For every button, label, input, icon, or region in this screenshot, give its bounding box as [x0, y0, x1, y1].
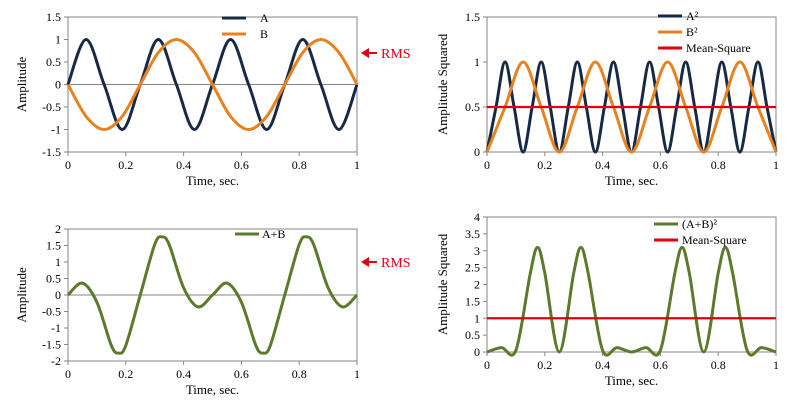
chart-1-legend-label-1: B²: [686, 25, 698, 39]
chart-0-rms-arrow-icon: [361, 48, 369, 58]
chart-3-y-axis-title: Amplitude Squared: [435, 233, 450, 335]
chart-0-y-tick-label: 0.5: [46, 55, 61, 69]
chart-0-y-tick-label: 1.5: [46, 10, 61, 24]
chart-3-x-tick-label: 0.2: [537, 358, 552, 372]
chart-amplitude-sum: -2 -1.5 -1 -0.5 0 0.5 1 1.5 2 0 0.2 0.4 0.6 0.8 1 Time,…: [14, 222, 411, 397]
chart-0-x-tick-label: 0.8: [292, 158, 307, 172]
chart-2-x-tick-label: 0.2: [118, 367, 133, 381]
chart-1-y-tick-label: 0: [474, 145, 480, 159]
chart-3-legend-label-0: (A+B)²: [682, 217, 717, 231]
chart-3-y-tick-label: 3: [474, 244, 480, 258]
chart-2-x-tick-label: 0: [65, 367, 71, 381]
chart-1-plot-frame: [486, 16, 777, 153]
chart-2-x-axis-title: Time, sec.: [186, 382, 239, 397]
chart-amplitude-a-b: -1.5 -1 -0.5 0 0.5 1 1.5 0 0.2 0.4 0.6 0.8 1 Time, se…: [14, 10, 411, 188]
chart-1-x-tick-label: 0.6: [653, 158, 668, 172]
chart-2-rms-arrow-icon: [361, 257, 369, 267]
chart-2-series-line-0: [66, 235, 359, 355]
chart-0-y-tick-label: -0.5: [42, 100, 61, 114]
chart-0-x-tick-label: 0: [65, 158, 71, 172]
chart-1-x-tick-label: 0: [484, 158, 490, 172]
chart-2-y-tick-label: -1.5: [42, 338, 61, 352]
chart-2-y-tick-label: 0: [55, 288, 61, 302]
chart-0-legend-label-0: A: [260, 11, 269, 25]
chart-0-y-axis-title: Amplitude: [14, 56, 29, 112]
chart-1-x-tick-label: 0.8: [711, 158, 726, 172]
chart-3-x-tick-label: 0: [484, 358, 490, 372]
chart-2-x-tick-label: 0.8: [292, 367, 307, 381]
chart-1-legend-label-2: Mean-Square: [686, 41, 751, 55]
chart-2-y-tick-label: 0.5: [46, 272, 61, 286]
chart-2-y-tick-label: -0.5: [42, 305, 61, 319]
chart-3-y-tick-label: 1: [474, 311, 480, 325]
chart-1-series-line-1: [485, 60, 778, 154]
chart-0-x-tick-label: 1: [354, 158, 360, 172]
chart-0-x-axis-title: Time, sec.: [186, 173, 239, 188]
chart-3-y-tick-label: 2: [474, 278, 480, 292]
chart-1-y-tick-label: 1: [474, 55, 480, 69]
chart-2-y-axis-title: Amplitude: [14, 267, 29, 323]
chart-amplitude-squared-sum: 0 0.5 1 1.5 2 2.5 3 3.5 4 0 0.2 0.4 0.6 0.8 1 Time, sec…: [435, 210, 779, 388]
chart-1-legend-label-0: A²: [686, 9, 699, 23]
chart-2-x-tick-label: 0.6: [234, 367, 249, 381]
chart-2-x-tick-label: 1: [354, 367, 360, 381]
chart-0-series-line-1: [66, 38, 359, 131]
chart-3-y-tick-label: 3.5: [465, 227, 480, 241]
chart-3-y-tick-label: 4: [474, 210, 480, 224]
chart-3-x-tick-label: 1: [773, 358, 779, 372]
chart-1-y-tick-label: 0.5: [465, 100, 480, 114]
chart-3-x-axis-title: Time, sec.: [605, 373, 658, 388]
chart-3-x-tick-label: 0.6: [653, 358, 668, 372]
chart-3-x-tick-label: 0.4: [595, 358, 610, 372]
chart-1-x-axis-title: Time, sec.: [605, 173, 658, 188]
chart-3-legend-label-1: Mean-Square: [682, 233, 747, 247]
chart-0-y-tick-label: -1.5: [42, 145, 61, 159]
chart-amplitude-squared-a-b: 0 0.5 1 1.5 0 0.2 0.4 0.6 0.8 1 Time, sec. Amplitud…: [435, 9, 779, 188]
chart-3-y-tick-label: 1.5: [465, 294, 480, 308]
chart-3-y-tick-label: 0.5: [465, 328, 480, 342]
chart-2-y-tick-label: 1.5: [46, 239, 61, 253]
chart-1-y-axis-title: Amplitude Squared: [435, 33, 450, 135]
chart-0-y-tick-label: 0: [55, 78, 61, 92]
chart-0-rms-label: RMS: [381, 47, 411, 62]
chart-1-y-tick-label: 1.5: [465, 10, 480, 24]
chart-1-x-tick-label: 0.2: [537, 158, 552, 172]
chart-3-series-line-0: [486, 245, 777, 357]
chart-0-legend-label-1: B: [260, 27, 268, 41]
chart-1-x-tick-label: 0.4: [595, 158, 610, 172]
chart-2-y-tick-label: 2: [55, 222, 61, 236]
chart-0-x-tick-label: 0.2: [118, 158, 133, 172]
chart-0-x-tick-label: 0.6: [234, 158, 249, 172]
chart-1-x-tick-label: 1: [773, 158, 779, 172]
chart-0-y-tick-label: -1: [51, 123, 61, 137]
chart-2-y-tick-label: -2: [51, 354, 61, 368]
chart-2-rms-label: RMS: [381, 256, 411, 271]
chart-2-y-tick-label: 1: [55, 255, 61, 269]
chart-0-y-tick-label: 1: [55, 33, 61, 47]
chart-3-y-tick-label: 2.5: [465, 261, 480, 275]
chart-2-y-tick-label: -1: [51, 321, 61, 335]
chart-3-y-tick-label: 0: [474, 345, 480, 359]
chart-2-x-tick-label: 0.4: [176, 367, 191, 381]
chart-3-x-tick-label: 0.8: [711, 358, 726, 372]
chart-0-x-tick-label: 0.4: [176, 158, 191, 172]
chart-2-legend-label-0: A+B: [262, 227, 285, 241]
